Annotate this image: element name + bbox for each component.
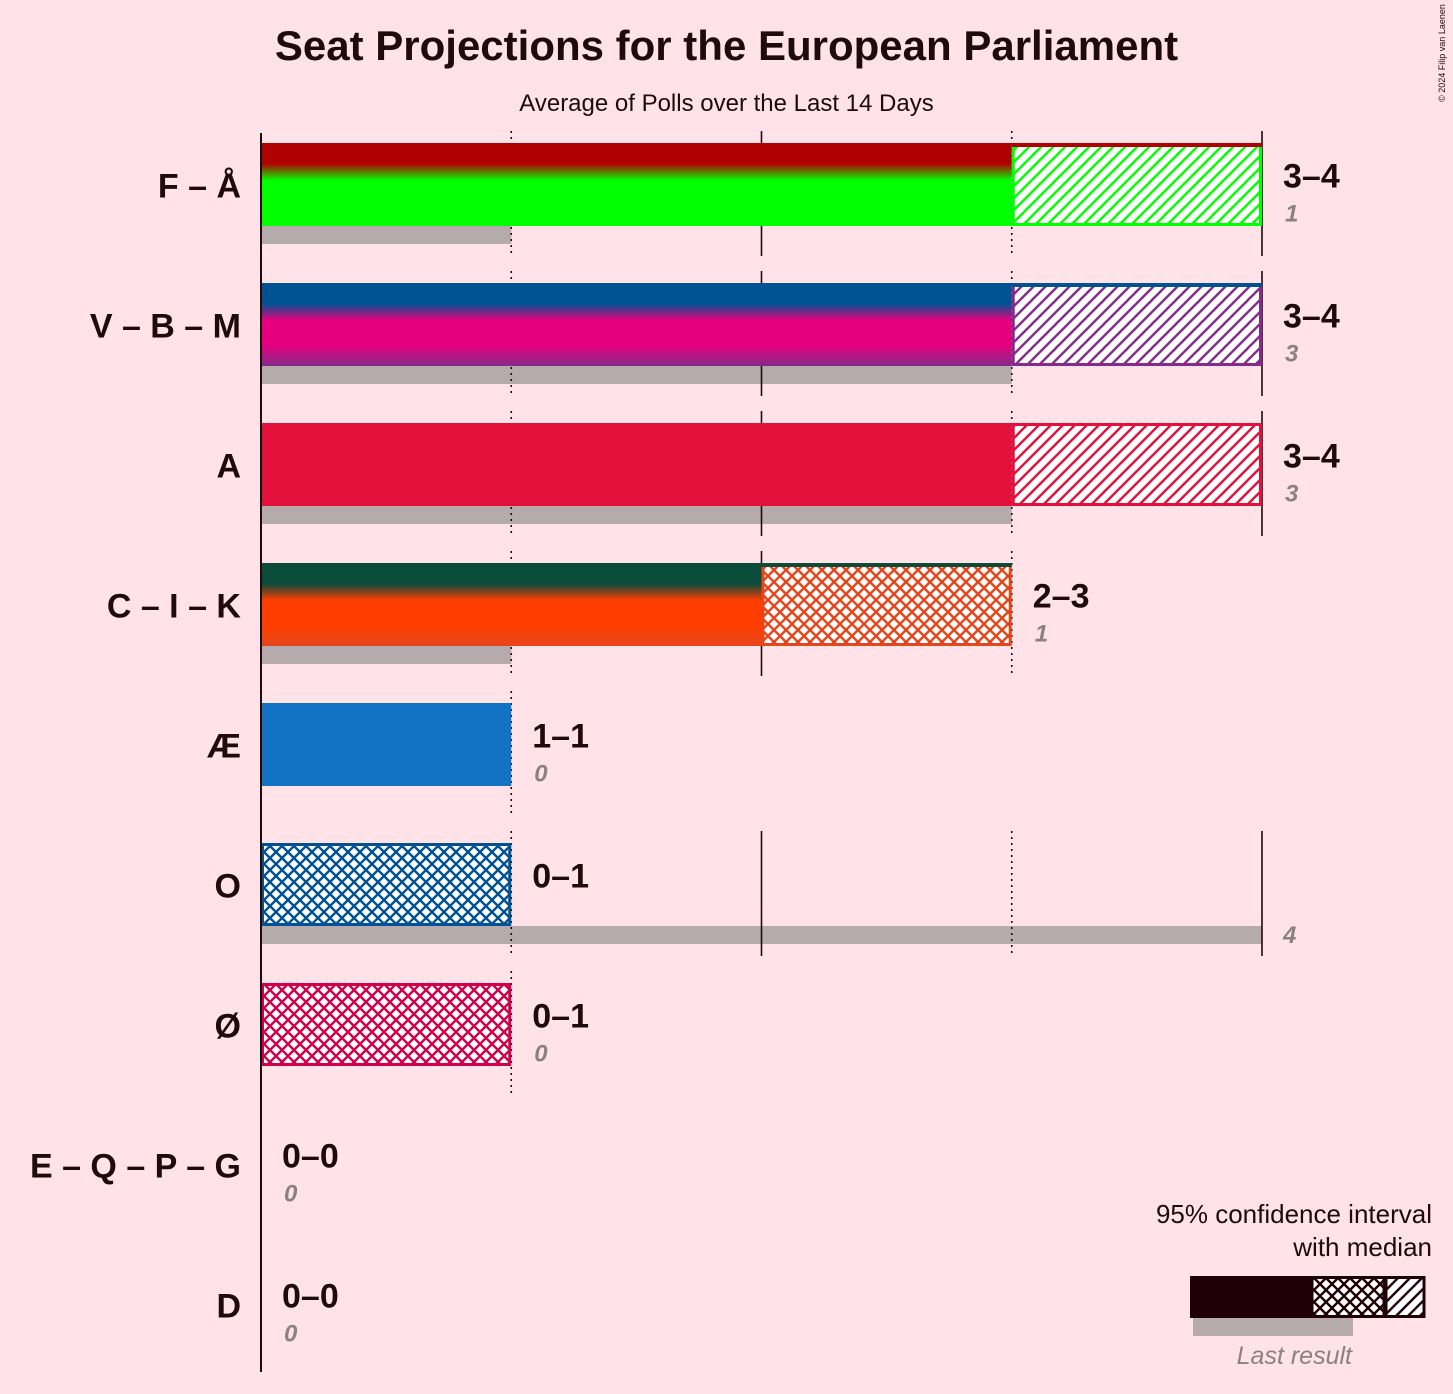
- party-2-last-result-bar: [261, 506, 1012, 524]
- party-3-last-result-label: 1: [1035, 621, 1048, 648]
- party-8-last-result-label: 0: [284, 1321, 298, 1348]
- party-1-range-bar: [1011, 283, 1262, 366]
- legend-last-result-label: Last result: [1237, 1342, 1353, 1370]
- party-0-label: F – Å: [158, 168, 241, 206]
- party-5-range-label: 0–1: [532, 858, 589, 896]
- party-3-label: C – I – K: [107, 588, 242, 626]
- party-6-label: Ø: [215, 1008, 241, 1046]
- party-6-last-result-label: 0: [534, 1041, 548, 1068]
- party-7-last-result-label: 0: [284, 1181, 298, 1208]
- legend-line2: with median: [1292, 1232, 1432, 1262]
- party-4-range-label: 1–1: [532, 718, 589, 756]
- party-2-range-label: 3–4: [1283, 438, 1340, 476]
- party-0-median-bar: [261, 143, 1012, 226]
- party-3-range-top-edge: [761, 563, 1012, 567]
- legend-line1: 95% confidence interval: [1156, 1199, 1432, 1229]
- party-1-median-bar: [261, 283, 1012, 366]
- party-7-range-label: 0–0: [282, 1138, 339, 1176]
- legend-solid-swatch: [1190, 1276, 1312, 1318]
- legend-last-result-swatch: [1193, 1318, 1353, 1336]
- party-2-median-bar: [261, 423, 1012, 506]
- legend-hatch-swatch: [1384, 1276, 1426, 1318]
- party-8-label: D: [216, 1288, 241, 1326]
- party-5-label: O: [215, 868, 241, 906]
- party-6-range-label: 0–1: [532, 998, 589, 1036]
- party-0-last-result-bar: [261, 226, 512, 244]
- party-1-last-result-label: 3: [1285, 341, 1299, 368]
- party-4-median-bar: [261, 703, 512, 786]
- party-5-last-result-label: 4: [1282, 922, 1296, 949]
- party-6-range-bar: [261, 983, 512, 1066]
- party-2-last-result-label: 3: [1285, 481, 1299, 508]
- party-3-last-result-bar: [261, 646, 512, 664]
- party-5-range-bar: [261, 843, 512, 926]
- party-3-range-label: 2–3: [1033, 578, 1090, 616]
- party-1-range-label: 3–4: [1283, 298, 1340, 336]
- party-1-label: V – B – M: [90, 308, 241, 346]
- party-0-range-label: 3–4: [1283, 158, 1340, 196]
- party-2-range-bar: [1011, 423, 1262, 506]
- party-1-range-top-edge: [1011, 283, 1262, 287]
- party-1-last-result-bar: [261, 366, 1012, 384]
- party-8-range-label: 0–0: [282, 1278, 339, 1316]
- party-3-median-bar: [261, 563, 762, 646]
- legend-cross-swatch: [1310, 1276, 1386, 1318]
- chart-title: Seat Projections for the European Parlia…: [274, 22, 1179, 69]
- party-2-label: A: [216, 448, 241, 486]
- party-0-range-bar: [1011, 143, 1262, 226]
- party-7-label: E – Q – P – G: [30, 1148, 241, 1186]
- party-0-range-top-edge: [1011, 143, 1262, 147]
- chart-subtitle: Average of Polls over the Last 14 Days: [519, 90, 934, 117]
- party-4-last-result-label: 0: [534, 761, 548, 788]
- party-0-last-result-label: 1: [1285, 201, 1298, 228]
- party-4-label: Æ: [207, 728, 241, 766]
- party-3-range-bar: [761, 563, 1012, 646]
